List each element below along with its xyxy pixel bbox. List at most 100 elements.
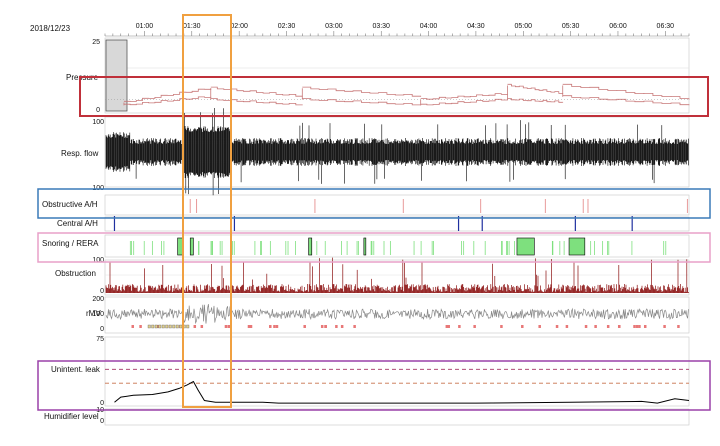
- rmv-event-marker: [340, 325, 344, 328]
- rmv-axis-mid: 100: [92, 311, 104, 318]
- rmv-event-marker: [247, 325, 251, 328]
- rmv-event-marker: [635, 325, 639, 328]
- leak-highlight-box: [37, 360, 711, 411]
- rmv-event-marker: [643, 325, 647, 328]
- rmv-event-marker: [445, 325, 449, 328]
- time-tick-label: 01:30: [183, 23, 201, 30]
- snoring-block: [189, 237, 194, 256]
- rmv-event-marker: [606, 325, 610, 328]
- time-tick-label: 03:30: [372, 23, 390, 30]
- rmv-event-marker: [500, 325, 503, 328]
- rmv-event-marker: [633, 325, 636, 328]
- pressure-axis-min: 0: [96, 107, 100, 114]
- snoring-label: Snoring / RERA: [42, 239, 99, 248]
- rmv-event-marker: [200, 325, 204, 328]
- rmv-event-marker: [458, 325, 461, 328]
- rmv-label: rMV: [86, 309, 101, 318]
- time-tick-label: 06:00: [609, 23, 627, 30]
- leak-panel: [105, 368, 690, 404]
- rmv-event-marker-yellow: [186, 324, 190, 329]
- pressure-session-high: [507, 83, 564, 94]
- time-axis: 01:00 01:30 02:00 02:30 03:00 03:30 04:00 04:30…: [104, 23, 690, 37]
- pressure-session-high: [210, 86, 303, 97]
- pressure-panel: [105, 39, 690, 112]
- rmv-event-marker: [273, 325, 276, 328]
- rmv-event-marker: [521, 325, 524, 328]
- panel-frame: [104, 234, 690, 258]
- snoring-block: [516, 237, 535, 256]
- time-tick-label: 01:00: [136, 23, 154, 30]
- time-tick-label: 02:30: [278, 23, 296, 30]
- resp-flow-panel: [105, 108, 689, 196]
- pressure-session-low: [302, 98, 422, 106]
- pressure-session-low: [562, 95, 690, 106]
- rmv-event-marker: [139, 325, 142, 328]
- rmv-event-marker: [227, 325, 231, 328]
- obstructive-label: Obstructive A/H: [42, 200, 98, 209]
- time-tick-label: 02:00: [230, 23, 248, 30]
- rmv-event-marker: [335, 325, 338, 328]
- snoring-block: [177, 237, 183, 256]
- rmv-event-marker: [303, 325, 306, 328]
- rmv-event-marker-yellow: [151, 324, 155, 329]
- rmv-event-marker-yellow: [154, 324, 158, 329]
- central-label: Central A/H: [57, 219, 98, 228]
- time-window-highlight-box: [182, 14, 232, 408]
- pressure-session-low: [420, 98, 508, 106]
- pressure-session-high: [123, 88, 212, 102]
- time-tick-label: 05:30: [562, 23, 580, 30]
- rmv-event-marker: [131, 325, 134, 328]
- rmv-event-marker: [584, 325, 588, 328]
- rmv-axis-min: 0: [100, 326, 104, 333]
- rmv-event-marker: [555, 325, 559, 328]
- rmv-event-marker: [538, 325, 541, 328]
- snoring-highlight-box: [37, 232, 711, 263]
- pressure-session-high: [302, 86, 422, 97]
- panel-frames: [104, 37, 690, 426]
- pressure-axis-max: 25: [92, 39, 100, 46]
- rmv-event-marker-yellow: [168, 324, 172, 329]
- rmv-event-marker: [269, 325, 272, 328]
- time-tick-label: 04:30: [467, 23, 485, 30]
- flow-label: Resp. flow: [61, 149, 99, 158]
- snoring-block: [568, 237, 586, 256]
- event-panels: [113, 199, 688, 256]
- pressure-pre-session-block: [105, 39, 128, 112]
- rmv-event-marker: [224, 325, 228, 328]
- rmv-axis-max: 200: [92, 296, 104, 303]
- report-date: 2018/12/23: [30, 24, 71, 33]
- rmv-event-marker-yellow: [158, 324, 162, 329]
- obstruction-label: Obstruction: [55, 269, 96, 278]
- humidifier-axis-b: 0: [100, 418, 104, 425]
- panel-frame: [104, 336, 690, 407]
- panel-frame: [104, 194, 690, 216]
- rmv-event-marker: [677, 325, 680, 328]
- rmv-event-marker-yellow: [175, 324, 179, 329]
- rmv-event-marker-yellow: [172, 324, 176, 329]
- panel-frame: [104, 216, 690, 232]
- time-tick-label: 04:00: [420, 23, 438, 30]
- rmv-event-marker: [618, 325, 621, 328]
- rmv-event-marker: [447, 325, 450, 328]
- rmv-event-marker: [275, 325, 279, 328]
- snoring-block: [363, 237, 367, 256]
- rmv-panel: [105, 304, 689, 329]
- panel-frame: [104, 408, 690, 426]
- resp-flow-waveform: [105, 108, 689, 196]
- pressure-session-low: [210, 98, 303, 106]
- pressure-session-high: [562, 83, 690, 100]
- leak-axis-max: 75: [96, 336, 104, 343]
- snoring-block: [308, 237, 313, 256]
- leak-label: Unintent. leak: [51, 365, 101, 374]
- rmv-event-marker: [156, 325, 160, 328]
- panel-frame: [104, 259, 690, 296]
- obstructive-highlight-box: [37, 188, 711, 219]
- rmv-event-marker-yellow: [179, 324, 183, 329]
- rmv-event-marker: [663, 325, 666, 328]
- rmv-event-marker: [473, 325, 476, 328]
- leak-axis-min: 0: [100, 400, 104, 407]
- panel-frame: [104, 37, 690, 114]
- rmv-event-marker: [193, 325, 197, 328]
